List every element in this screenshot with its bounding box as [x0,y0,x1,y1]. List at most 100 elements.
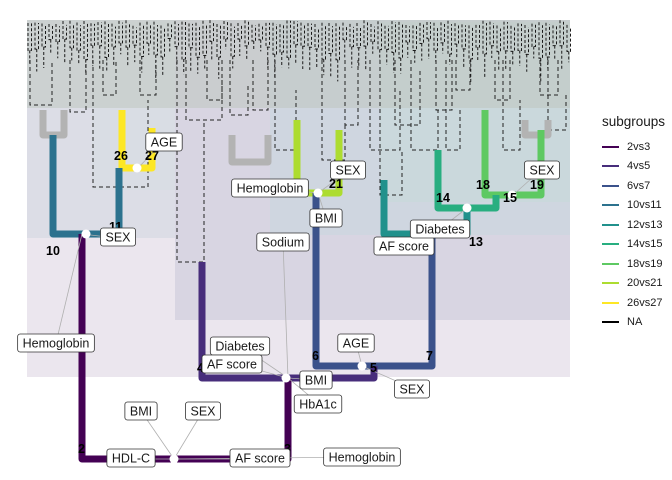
split-label-text: HDL-C [112,452,150,466]
leaf-edge [482,20,487,55]
leaf-edge [265,22,270,48]
split-label: Hemoglobin [231,178,309,198]
legend-label: 26vs27 [627,296,663,309]
leaf-fringe [27,20,571,83]
leaf-edge [384,25,389,50]
split-label: SEX [394,379,430,399]
node-number: 15 [503,191,517,205]
legend-item: 4vs5 [602,157,672,177]
legend-items: 2vs3 4vs5 6vs7 10vs11 12vs13 14vs15 18vs19 20vs… [602,137,672,332]
legend: subgroups 2vs3 4vs5 6vs7 10vs11 12vs13 14vs15… [602,114,672,332]
split-point [281,373,291,383]
split-label: Diabetes [409,219,471,239]
legend-label: 6vs7 [627,179,651,192]
node-number: 5 [370,361,377,375]
split-label: SEX [100,227,136,247]
split-label: HDL-C [106,448,156,468]
leaf-edge [251,24,256,42]
leaf-edge [475,24,480,48]
node-number: 13 [469,235,483,249]
leaf-edge [552,25,557,47]
leaf-edge [314,23,319,50]
legend-label: 12vs13 [627,218,663,231]
split-label-text: SEX [105,231,131,245]
leaf-edge [377,21,382,51]
leaf-edge [69,20,74,49]
leaf-edge [216,23,221,58]
leaf-edge [125,20,130,48]
legend-label: 10vs11 [627,199,662,212]
split-label-text: Sodium [262,236,304,250]
split-label-text: AGE [151,136,177,150]
leaf-edge [412,25,417,52]
leaf-edge [202,20,207,56]
leaf-edge [321,22,326,60]
split-label: SEX [185,401,221,421]
split-label: AF score [229,448,291,468]
edge-na-right [521,120,552,139]
legend-swatch [602,204,619,207]
split-label: AF score [373,236,435,256]
split-label-box [256,232,310,252]
subgroup-regions [27,20,570,377]
split-label: Hemoglobin [323,447,401,467]
split-label-box [409,219,471,239]
split-label-box [231,178,309,198]
leaf-edge [531,23,536,47]
legend-item: 20vs21 [602,274,672,294]
legend-item: 18vs19 [602,254,672,274]
node-number: 10 [46,244,60,258]
leaf-edge [391,21,396,53]
split-label-box [201,354,263,374]
legend-item: 2vs3 [602,137,672,157]
edge-6vs7 [312,193,436,370]
split-label: AGE [337,333,375,353]
split-label-text: SEX [399,383,425,397]
split-points [81,163,517,464]
split-label: BMI [299,370,333,390]
legend-label: 2vs3 [627,140,651,153]
split-label-text: SEX [529,164,555,178]
leaf-edge [258,23,263,41]
leaf-edge [559,20,564,47]
split-label-box [17,333,95,353]
split-label-text: AF score [207,358,257,372]
split-label-text: AF score [379,240,429,254]
split-label-box [185,401,221,421]
split-label-text: BMI [315,212,337,226]
legend-title: subgroups [602,114,666,129]
leaf-edge [153,21,158,56]
legend-item: 12vs13 [602,215,672,235]
region-top-band [27,20,570,108]
leaf-edge [146,21,151,44]
split-point [313,188,323,198]
split-label-box [337,333,375,353]
split-label-text: AF score [235,452,285,466]
split-label: BMI [309,208,343,228]
leaf-edge [363,20,368,47]
legend-label: 18vs19 [627,257,663,270]
legend-swatch [602,243,619,246]
split-label-text: SEX [190,405,216,419]
node-number: 14 [436,191,450,205]
legend-label: 4vs5 [627,160,651,173]
leaf-edge [566,24,571,53]
split-label-box [524,160,560,180]
split-label-box [309,208,343,228]
leaf-edge [433,22,438,51]
split-label-text: BMI [305,374,327,388]
split-labels: Hemoglobin SEX AGE Hemoglobin SEX BMI So… [17,132,560,468]
legend-swatch [602,262,619,265]
legend-swatch [602,282,619,285]
split-label-box [299,370,333,390]
leaf-edge [293,21,298,46]
split-label-text: Hemoglobin [237,182,304,196]
split-point [169,454,179,464]
split-label-box [394,379,430,399]
legend-item: 6vs7 [602,176,672,196]
node-number: 7 [426,349,433,363]
legend-swatch [602,321,619,324]
split-label-box [330,160,366,180]
split-label: Diabetes [209,336,271,356]
leaf-edge [328,22,333,54]
